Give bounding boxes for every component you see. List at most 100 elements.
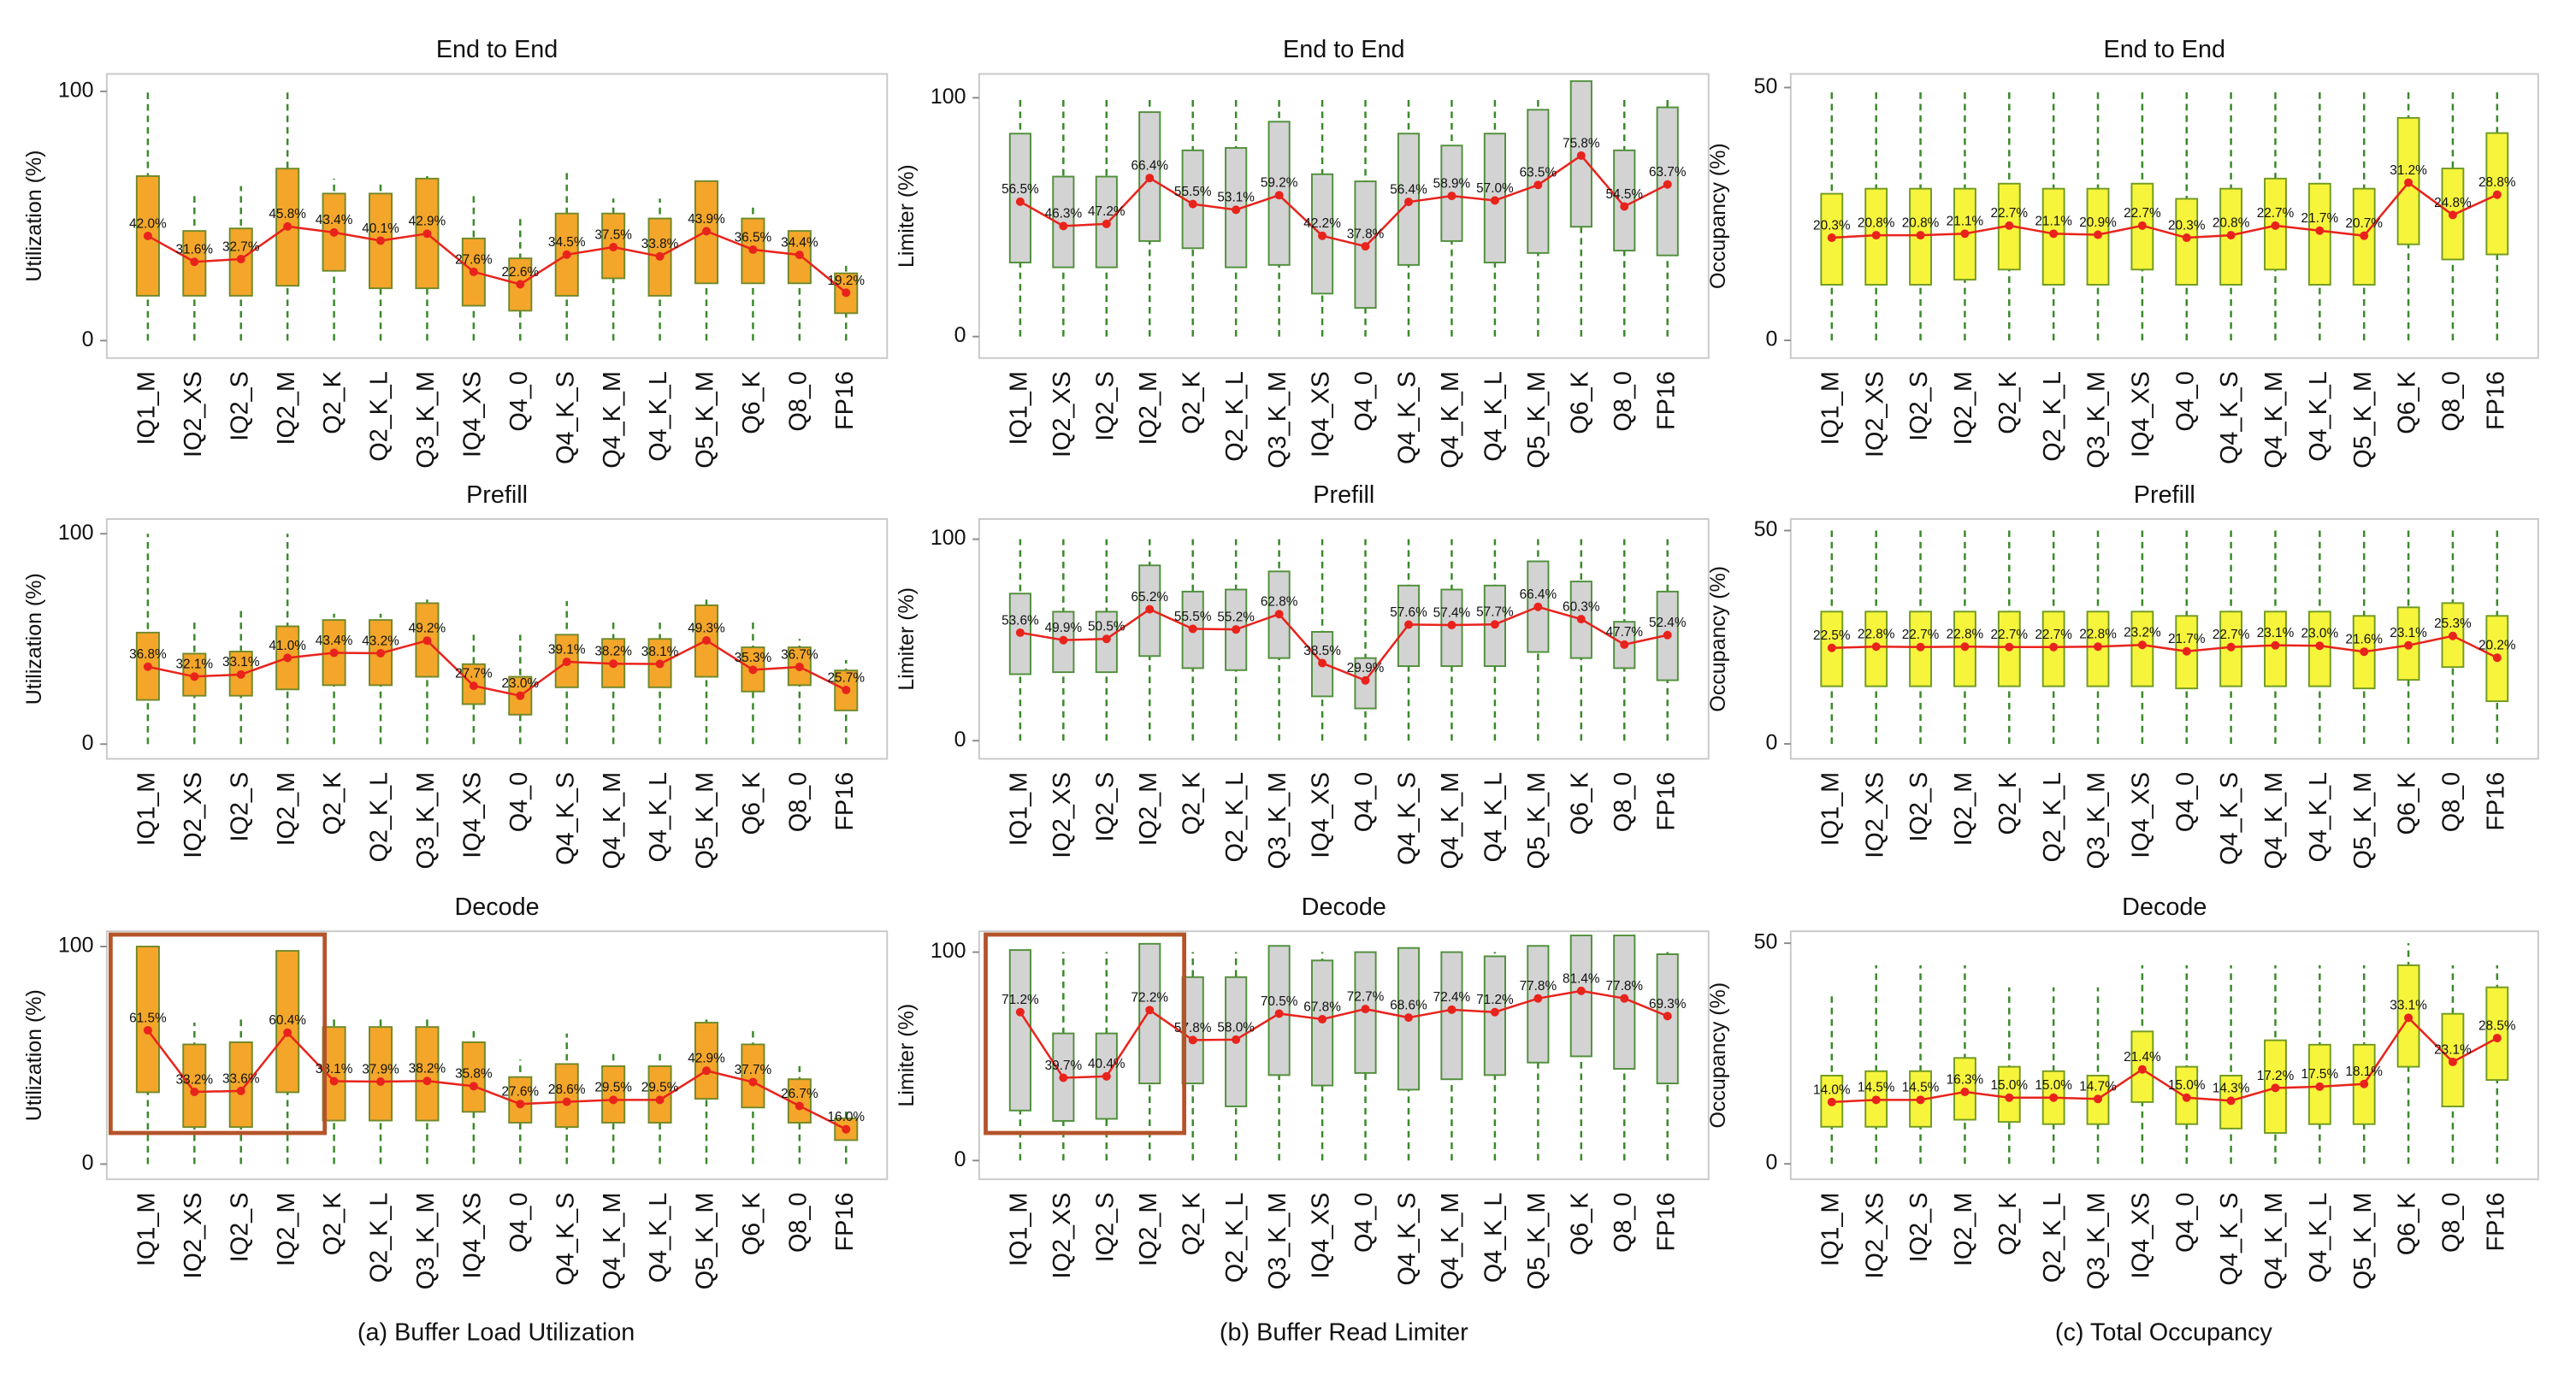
value-label: 60.3% [1563, 600, 1600, 615]
y-tick-label: 0 [82, 731, 94, 755]
x-tick-label: IQ4_XS [2127, 772, 2154, 858]
x-tick-label: IQ2_M [1135, 772, 1162, 846]
mean-dot [236, 255, 245, 264]
mean-dot [1232, 625, 1241, 634]
mean-dot [748, 245, 758, 254]
mean-dot [1188, 1035, 1197, 1045]
x-tick-label: Q4_K_M [1437, 772, 1464, 870]
value-label: 59.2% [1261, 176, 1298, 191]
value-label: 25.3% [2434, 616, 2472, 631]
box [1440, 951, 1463, 1081]
x-tick-label: FP16 [2482, 772, 2509, 831]
mean-dot [1015, 197, 1025, 206]
mean-dot [1490, 1007, 1499, 1017]
value-label: 23.0% [502, 676, 540, 691]
mean-dot [842, 1124, 851, 1134]
mean-line [1019, 989, 1669, 1079]
x-tick-label: IQ2_S [1091, 772, 1119, 842]
mean-dot [702, 227, 711, 236]
mean-dot [1827, 233, 1836, 243]
x-tick-label: Q2_K [1178, 1193, 1205, 1256]
x-tick-label: Q2_K [1178, 371, 1205, 434]
x-tick-label: Q3_K_M [1264, 772, 1291, 870]
box [415, 1026, 440, 1122]
plot-frame [105, 518, 889, 760]
x-tick-label: Q8_0 [784, 371, 812, 431]
y-tick-label: 100 [931, 939, 966, 963]
value-label: 34.5% [548, 235, 586, 250]
mean-dot [2271, 1083, 2280, 1093]
mean-dot [1533, 180, 1543, 190]
x-tick-label: Q5_K_M [2349, 772, 2377, 870]
box [2130, 610, 2154, 687]
chart-title: End to End [1283, 36, 1405, 63]
mean-dot [143, 1025, 152, 1035]
mean-dot [1145, 605, 1155, 614]
box [2041, 610, 2065, 687]
x-tick-label: Q3_K_M [412, 371, 440, 469]
value-label: 22.7% [1991, 206, 2029, 221]
value-label: 35.8% [455, 1067, 493, 1082]
value-label: 39.1% [548, 642, 586, 657]
mean-dot [1960, 642, 1970, 652]
mean-dot [2492, 190, 2502, 199]
value-label: 56.4% [1390, 183, 1427, 198]
value-label: 42.9% [409, 215, 446, 229]
mean-dot [2226, 1096, 2236, 1106]
value-label: 62.8% [1261, 595, 1298, 610]
x-tick-label: IQ2_S [226, 371, 253, 441]
mean-dot [2271, 640, 2280, 650]
value-label: 57.6% [1390, 605, 1427, 620]
value-label: 28.8% [2479, 175, 2516, 190]
value-label: 17.5% [2301, 1067, 2339, 1082]
mean-dot [2137, 221, 2147, 230]
x-tick-label: Q5_K_M [2349, 1193, 2377, 1290]
mean-dot [1102, 1071, 1111, 1081]
box [647, 1065, 672, 1124]
mean-dot [2404, 1013, 2414, 1023]
box [275, 950, 300, 1094]
x-tick-label: IQ1_M [133, 371, 160, 445]
x-tick-label: IQ2_XS [1861, 371, 1888, 457]
mean-dot [1533, 602, 1543, 611]
mean-dot [1447, 192, 1456, 201]
mean-dot [1871, 231, 1881, 240]
box [1569, 581, 1592, 659]
x-tick-label: IQ2_XS [180, 772, 207, 858]
mean-dot [795, 251, 804, 260]
value-label: 17.2% [2257, 1069, 2295, 1083]
x-tick-label: IQ4_XS [2127, 1193, 2154, 1279]
value-label: 72.4% [1433, 990, 1471, 1005]
x-tick-label: Q2_K_L [1221, 772, 1249, 863]
mean-dot [1318, 1015, 1327, 1024]
value-label: 45.8% [269, 207, 306, 221]
x-tick-label: Q3_K_M [412, 772, 440, 870]
y-tick-label: 0 [1766, 1151, 1778, 1175]
mean-dot [236, 669, 245, 679]
value-label: 63.5% [1520, 166, 1557, 180]
value-label: 22.8% [1947, 628, 1984, 642]
value-label: 15.0% [1991, 1078, 2029, 1093]
value-label: 54.5% [1605, 187, 1643, 202]
value-label: 22.7% [2257, 206, 2295, 221]
x-tick-label: Q4_K_L [645, 772, 672, 863]
value-label: 38.1% [316, 1062, 353, 1076]
mean-dot [1274, 191, 1284, 200]
x-tick-label: Q4_K_M [2260, 371, 2288, 469]
x-tick-label: Q4_0 [1350, 1193, 1378, 1253]
value-label: 22.7% [1902, 628, 1940, 642]
x-tick-label: Q5_K_M [2349, 371, 2377, 469]
mean-dot [1404, 1013, 1413, 1023]
value-label: 72.7% [1347, 989, 1385, 1004]
y-tick-label: 0 [82, 327, 94, 351]
x-tick-label: Q3_K_M [1264, 371, 1291, 469]
mean-dot [2360, 647, 2369, 657]
mean-dot [2448, 631, 2457, 640]
value-label: 20.3% [1813, 218, 1851, 233]
y-tick-label: 0 [954, 323, 966, 347]
x-tick-label: Q4_K_L [2305, 371, 2332, 462]
mean-dot [516, 1100, 525, 1109]
x-tick-label: Q4_K_S [2216, 1193, 2243, 1286]
value-label: 38.5% [1303, 644, 1341, 658]
box [694, 1022, 719, 1100]
